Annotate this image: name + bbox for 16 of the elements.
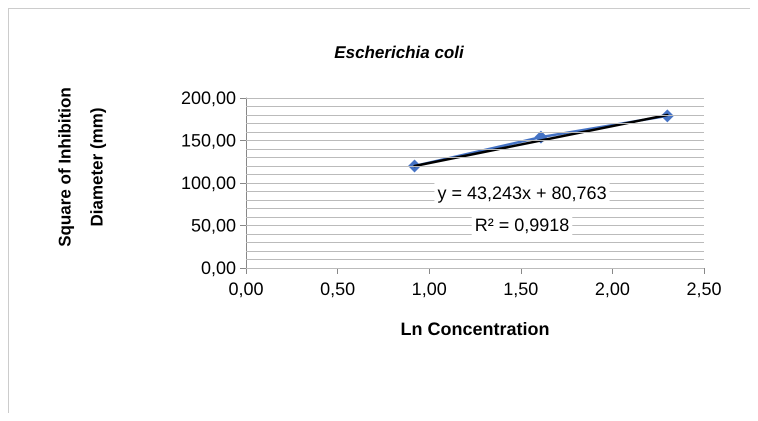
x-tick-label: 2,50 — [686, 279, 722, 299]
x-tick-label: 2,00 — [594, 279, 630, 299]
annotation: y = 43,243x + 80,763 — [437, 183, 607, 203]
x-tick-label: 0,00 — [228, 279, 264, 299]
y-tick-label: 50,00 — [190, 216, 236, 236]
y-axis-title: Square of Inhibition Diameter (mm) — [56, 87, 106, 247]
chart-title: Escherichia coli — [334, 43, 465, 62]
x-axis-title: Ln Concentration — [400, 319, 550, 339]
y-tick-label: 200,00 — [180, 88, 236, 108]
y-tick-label: 150,00 — [180, 130, 236, 150]
annotation: R² = 0,9918 — [474, 215, 570, 235]
y-tick-label: 0,00 — [200, 258, 236, 278]
x-tick-label: 1,00 — [412, 279, 447, 299]
x-tick-label: 0,50 — [320, 279, 356, 299]
x-tick-label: 1,50 — [503, 279, 538, 299]
y-tick-label: 100,00 — [180, 173, 236, 193]
